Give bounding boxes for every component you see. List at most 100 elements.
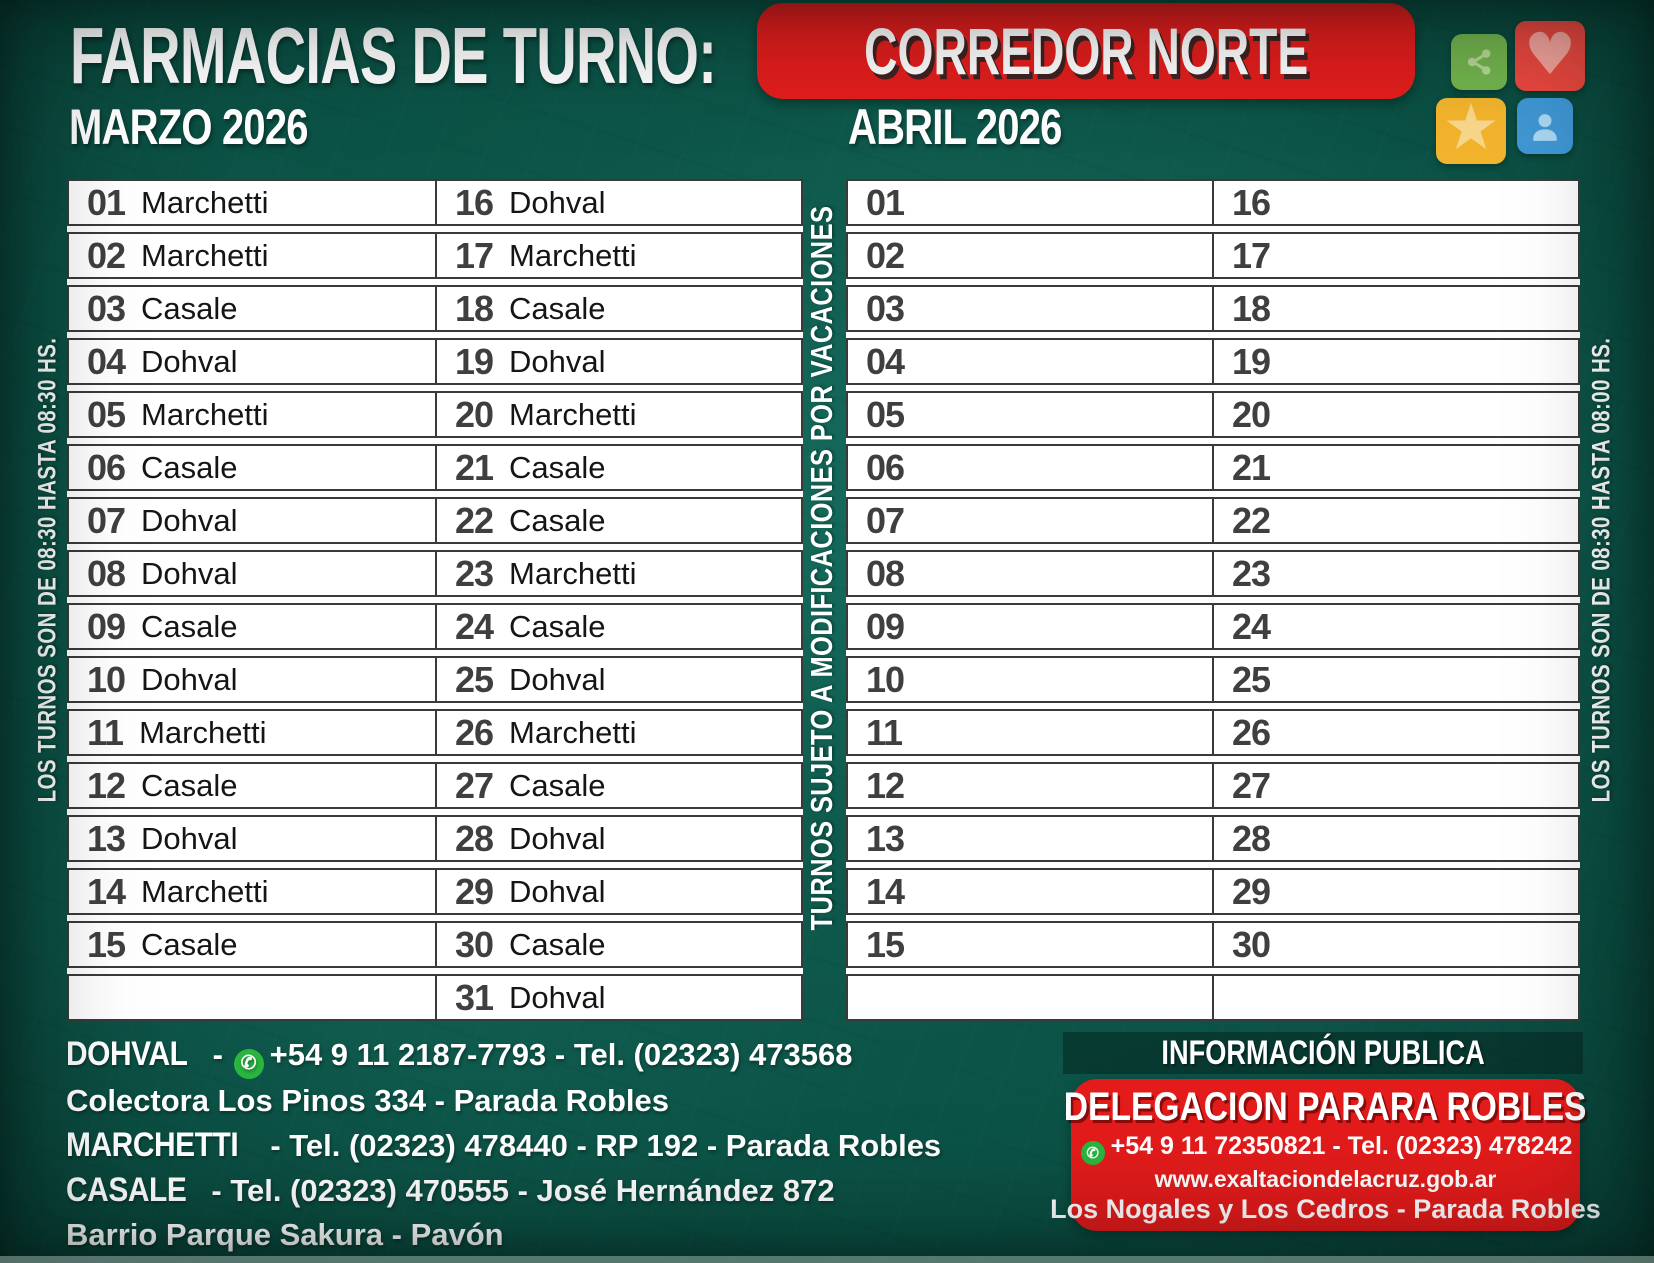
pharmacy-name: Casale bbox=[509, 502, 606, 538]
day-number: 28 bbox=[1232, 817, 1271, 859]
public-info-label: INFORMACIÓN PUBLICA bbox=[1161, 1033, 1485, 1072]
day-cell bbox=[846, 974, 1214, 1021]
pharmacy-name: Casale bbox=[509, 767, 606, 803]
day-number: 18 bbox=[1232, 287, 1271, 329]
day-cell: 23 bbox=[1212, 550, 1580, 597]
day-cell: 20 bbox=[1212, 391, 1580, 438]
day-cell: 19 bbox=[1212, 338, 1580, 385]
contact-phone-marchetti: - Tel. (02323) 478440 - RP 192 - Parada … bbox=[261, 1128, 942, 1163]
day-number: 03 bbox=[87, 287, 126, 329]
day-cell: 21 Casale bbox=[435, 444, 803, 491]
day-cell: 30 Casale bbox=[435, 921, 803, 968]
pharmacy-name: Casale bbox=[509, 926, 606, 962]
region-banner-label: CORREDOR NORTE bbox=[863, 14, 1309, 88]
day-number: 11 bbox=[87, 711, 124, 753]
day-cell: 14 Marchetti bbox=[67, 868, 437, 915]
day-number: 17 bbox=[455, 234, 494, 276]
day-cell: 05 Marchetti bbox=[67, 391, 437, 438]
day-number: 08 bbox=[87, 552, 126, 594]
day-cell: 19 Dohval bbox=[435, 338, 803, 385]
day-number: 05 bbox=[87, 393, 126, 435]
march-table-row: 12 Casale 27 Casale bbox=[67, 762, 803, 809]
day-number: 01 bbox=[87, 181, 126, 223]
day-number: 07 bbox=[866, 499, 905, 541]
pharmacy-name-casale: CASALE bbox=[66, 1171, 187, 1209]
day-cell: 17 Marchetti bbox=[435, 232, 803, 279]
day-number: 22 bbox=[1232, 499, 1271, 541]
day-cell bbox=[67, 974, 437, 1021]
day-number: 27 bbox=[1232, 764, 1271, 806]
day-cell: 06 Casale bbox=[67, 444, 437, 491]
day-cell: 24 Casale bbox=[435, 603, 803, 650]
day-cell: 11 bbox=[846, 709, 1214, 756]
day-cell bbox=[1212, 974, 1580, 1021]
day-cell: 27 bbox=[1212, 762, 1580, 809]
day-number: 21 bbox=[1232, 446, 1271, 488]
march-table-row: 04 Dohval 19 Dohval bbox=[67, 338, 803, 385]
contact-address-dohval: Colectora Los Pinos 334 - Parada Robles bbox=[66, 1083, 669, 1118]
pharmacy-name: Casale bbox=[509, 449, 606, 485]
march-table-row: 03 Casale 18 Casale bbox=[67, 285, 803, 332]
day-cell: 31 Dohval bbox=[435, 974, 803, 1021]
day-cell: 11 Marchetti bbox=[67, 709, 437, 756]
delegation-info-box: DELEGACION PARARA ROBLES ✆ +54 9 11 72350… bbox=[1050, 1079, 1601, 1231]
contact-line-dohval: DOHVAL - ✆ +54 9 11 2187-7793 - Tel. (023… bbox=[66, 1032, 941, 1079]
pharmacy-name: Marchetti bbox=[141, 873, 269, 909]
april-table-row: 09 24 bbox=[846, 603, 1580, 650]
day-number: 04 bbox=[87, 340, 126, 382]
pharmacy-name: Dohval bbox=[141, 555, 238, 591]
pharmacy-name: Dohval bbox=[509, 979, 606, 1015]
day-number: 16 bbox=[455, 181, 494, 223]
pharmacy-contacts: DOHVAL - ✆ +54 9 11 2187-7793 - Tel. (023… bbox=[66, 1032, 941, 1257]
day-number: 14 bbox=[87, 870, 126, 912]
april-table-row: 05 20 bbox=[846, 391, 1580, 438]
march-table-row: 10 Dohval 25 Dohval bbox=[67, 656, 803, 703]
day-number: 12 bbox=[866, 764, 905, 806]
march-table-row: 09 Casale 24 Casale bbox=[67, 603, 803, 650]
day-cell: 29 Dohval bbox=[435, 868, 803, 915]
day-cell: 06 bbox=[846, 444, 1214, 491]
day-cell: 07 bbox=[846, 497, 1214, 544]
april-table-row: 06 21 bbox=[846, 444, 1580, 491]
march-table: 01 Marchetti 16 Dohval 02 Marchetti 17 M… bbox=[67, 179, 803, 1021]
april-table-row: 10 25 bbox=[846, 656, 1580, 703]
region-banner: CORREDOR NORTE bbox=[757, 3, 1415, 99]
march-table-row: 14 Marchetti 29 Dohval bbox=[67, 868, 803, 915]
day-number: 23 bbox=[1232, 552, 1271, 594]
day-number: 24 bbox=[1232, 605, 1271, 647]
share-icon-glyph bbox=[1467, 49, 1491, 75]
april-title: ABRIL 2026 bbox=[848, 99, 1062, 155]
day-cell: 01 bbox=[846, 179, 1214, 226]
pharmacy-name: Dohval bbox=[141, 661, 238, 697]
april-table-row: 13 28 bbox=[846, 815, 1580, 862]
day-number: 02 bbox=[866, 234, 905, 276]
day-number: 05 bbox=[866, 393, 905, 435]
day-cell: 10 Dohval bbox=[67, 656, 437, 703]
pharmacy-name: Marchetti bbox=[509, 237, 637, 273]
day-number: 01 bbox=[866, 181, 905, 223]
day-number: 17 bbox=[1232, 234, 1271, 276]
march-table-row: 05 Marchetti 20 Marchetti bbox=[67, 391, 803, 438]
pharmacy-name: Dohval bbox=[141, 343, 238, 379]
day-cell: 15 Casale bbox=[67, 921, 437, 968]
day-cell: 13 bbox=[846, 815, 1214, 862]
day-cell: 07 Dohval bbox=[67, 497, 437, 544]
pharmacy-name: Marchetti bbox=[509, 396, 637, 432]
pharmacy-name: Dohval bbox=[509, 343, 606, 379]
day-cell: 03 Casale bbox=[67, 285, 437, 332]
day-cell: 22 Casale bbox=[435, 497, 803, 544]
march-table-row: 02 Marchetti 17 Marchetti bbox=[67, 232, 803, 279]
day-number: 27 bbox=[455, 764, 494, 806]
day-number: 02 bbox=[87, 234, 126, 276]
day-number: 28 bbox=[455, 817, 494, 859]
day-number: 09 bbox=[87, 605, 126, 647]
april-table-row: 01 16 bbox=[846, 179, 1580, 226]
day-number: 30 bbox=[1232, 923, 1271, 965]
whatsapp-icon: ✆ bbox=[233, 1049, 264, 1079]
heart-icon: ♥ bbox=[1515, 21, 1585, 91]
public-info-band: INFORMACIÓN PUBLICA bbox=[1063, 1032, 1583, 1074]
pharmacy-name: Marchetti bbox=[141, 237, 269, 273]
pharmacy-name: Casale bbox=[141, 608, 238, 644]
day-number: 26 bbox=[1232, 711, 1271, 753]
pharmacy-name: Casale bbox=[141, 290, 238, 326]
